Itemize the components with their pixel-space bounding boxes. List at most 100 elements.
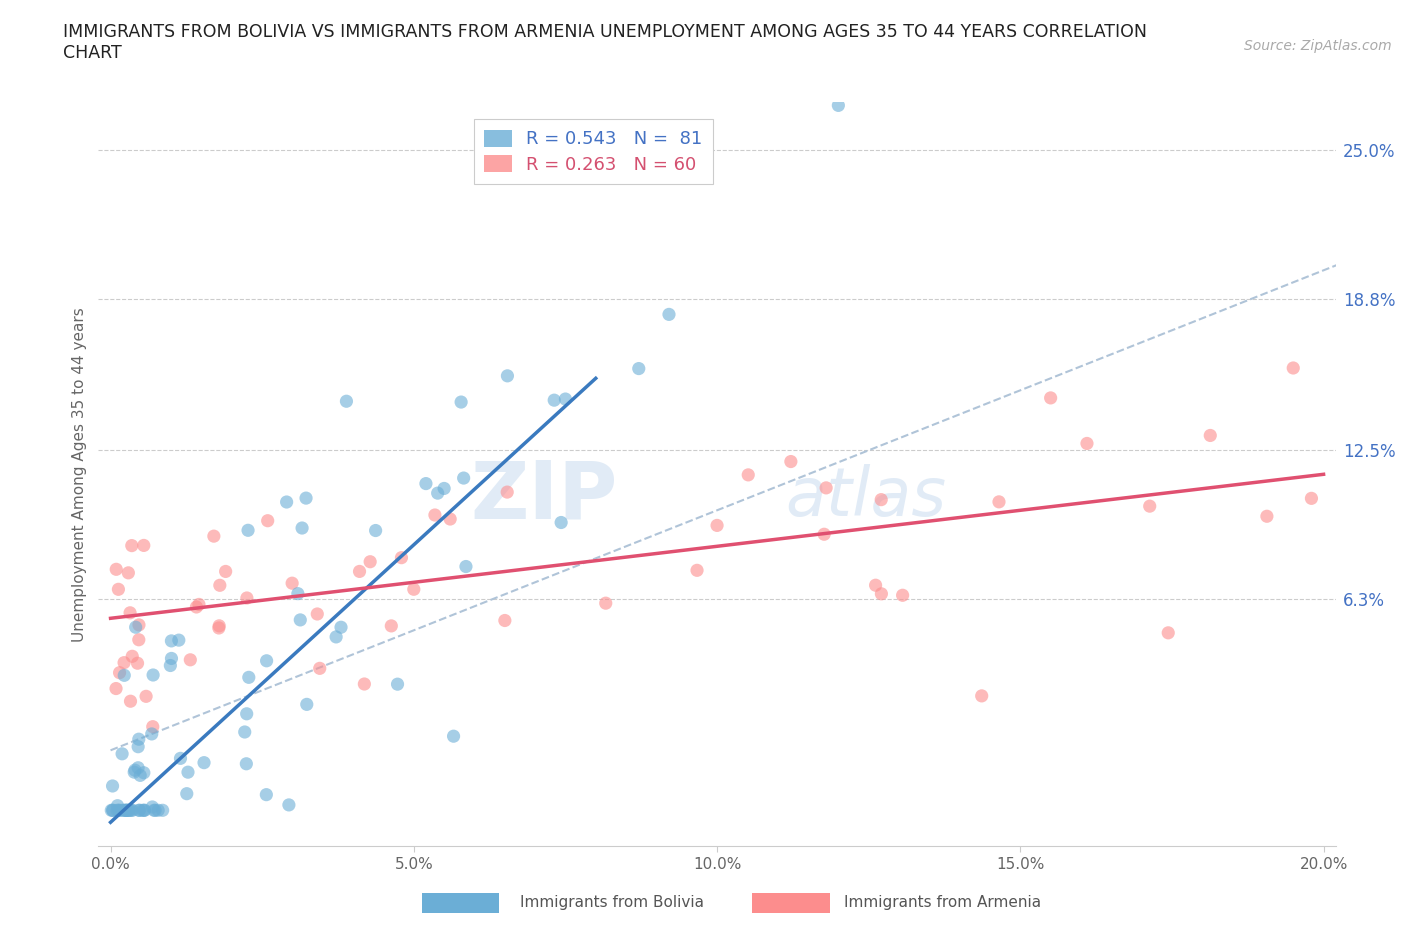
Point [128,732,150,747]
Point [141,726,163,741]
Point [543,392,565,407]
Point [128,632,150,647]
Point [128,803,150,817]
Point [214,564,236,578]
Point [120,803,142,817]
Point [118,803,141,817]
Point [193,755,215,770]
Point [891,588,914,603]
Point [1076,436,1098,451]
Point [349,564,371,578]
Point [114,803,136,817]
Point [118,803,141,817]
Point [169,751,191,765]
Point [450,394,472,409]
Point [122,764,145,779]
Point [496,485,519,499]
Point [142,719,165,734]
Point [120,605,142,620]
Point [179,652,201,667]
Point [443,729,465,744]
Point [177,764,200,779]
Point [380,618,402,633]
Point [128,618,150,632]
Point [595,596,617,611]
Point [254,787,277,802]
Point [107,798,129,813]
Point [143,803,166,817]
Point [295,491,318,506]
Point [121,538,143,553]
Point [134,803,156,817]
Point [112,668,135,683]
Point [291,521,314,536]
Point [307,606,329,621]
Point [101,803,124,817]
Point [439,512,461,526]
Point [208,578,231,592]
Point [208,618,231,633]
Point [256,654,278,669]
Point [1139,498,1161,513]
Point [159,658,181,673]
Point [550,515,572,530]
Point [115,803,138,817]
Point [132,538,155,552]
Point [208,620,231,635]
Point [111,747,134,762]
Point [277,797,299,812]
Point [186,600,208,615]
Point [330,619,353,634]
Point [121,649,143,664]
Point [433,481,456,496]
Point [1301,491,1323,506]
Point [112,656,135,671]
Point [135,689,157,704]
Point [779,454,801,469]
Point [127,739,149,754]
Point [554,392,576,406]
Point [107,582,129,597]
Point [105,681,128,696]
Point [235,707,257,722]
Point [188,597,211,612]
Point [160,633,183,648]
Point [426,485,449,500]
Point [100,803,122,817]
Point [827,98,849,113]
Point [287,586,309,601]
Point [496,368,519,383]
Point [152,803,174,817]
Point [870,492,893,507]
Point [131,803,153,817]
Point [870,587,893,602]
Point [364,523,387,538]
Point [141,800,163,815]
Point [132,765,155,780]
Point [160,651,183,666]
Point [134,803,156,817]
Point [453,471,475,485]
Point [105,562,128,577]
Point [238,670,260,684]
Point [127,761,149,776]
Point [120,694,142,709]
Point [737,468,759,483]
Point [235,756,257,771]
Point [1199,428,1222,443]
Point [167,632,190,647]
Point [1157,625,1180,640]
Point [1039,391,1062,405]
Point [686,563,709,578]
Point [494,613,516,628]
Legend: R = 0.543   N =  81, R = 0.263   N = 60: R = 0.543 N = 81, R = 0.263 N = 60 [474,119,713,184]
Point [111,803,134,817]
Point [112,803,135,817]
Point [128,803,150,817]
Point [353,676,375,691]
Text: IMMIGRANTS FROM BOLIVIA VS IMMIGRANTS FROM ARMENIA UNEMPLOYMENT AMONG AGES 35 TO: IMMIGRANTS FROM BOLIVIA VS IMMIGRANTS FR… [63,23,1147,62]
Point [146,803,169,817]
Point [391,551,413,565]
Point [236,591,259,605]
Point [124,763,146,777]
